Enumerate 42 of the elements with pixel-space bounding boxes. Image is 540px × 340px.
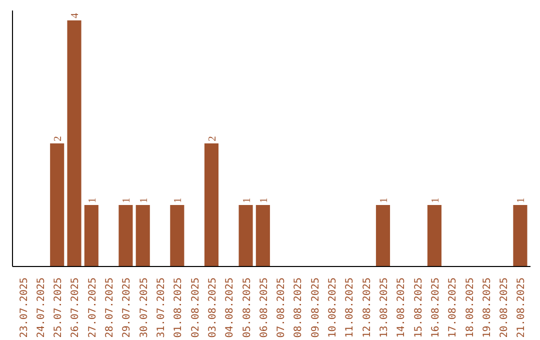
data-label: 1 — [173, 198, 184, 203]
x-tick-label: 12.08.2025 — [362, 277, 373, 338]
data-label: 1 — [138, 198, 150, 203]
data-label: 1 — [430, 198, 442, 203]
x-tick-label: 11.08.2025 — [344, 277, 356, 338]
x-tick-label: 01.08.2025 — [173, 277, 184, 338]
x-tick-label: 13.08.2025 — [378, 277, 390, 338]
data-label: 1 — [122, 198, 133, 203]
x-tick-label: 21.08.2025 — [516, 277, 528, 338]
data-label: 2 — [207, 136, 218, 142]
x-tick-label: 26.07.2025 — [70, 277, 82, 338]
data-label: 1 — [378, 198, 390, 203]
x-tick-label: 19.08.2025 — [482, 277, 493, 338]
x-tick-label: 16.08.2025 — [430, 277, 442, 338]
data-label: 1 — [242, 198, 253, 203]
x-tick-label: 29.07.2025 — [122, 277, 133, 338]
x-tick-label: 17.08.2025 — [448, 277, 459, 338]
x-tick-label: 10.08.2025 — [328, 277, 339, 338]
x-tick-label: 25.07.2025 — [53, 277, 64, 338]
x-tick-label: 03.08.2025 — [207, 277, 218, 338]
x-tick-label: 28.07.2025 — [104, 277, 116, 338]
x-tick-label: 08.08.2025 — [293, 277, 304, 338]
x-tick-label: 27.07.2025 — [87, 277, 98, 338]
x-tick-label: 24.07.2025 — [36, 277, 47, 338]
x-tick-label: 07.08.2025 — [276, 277, 288, 338]
x-tick-label: 06.08.2025 — [258, 277, 270, 338]
x-tick-label: 31.07.2025 — [156, 277, 168, 338]
x-tick-label: 20.08.2025 — [499, 277, 510, 338]
x-tick-label: 23.07.2025 — [18, 277, 30, 338]
x-tick-label: 02.08.2025 — [190, 277, 202, 338]
x-tick-label: 09.08.2025 — [310, 277, 322, 338]
x-tick-label: 04.08.2025 — [224, 277, 236, 338]
x-tick-label: 14.08.2025 — [396, 277, 408, 338]
data-label: 2 — [53, 136, 64, 142]
data-label: 1 — [516, 198, 528, 203]
x-tick-label: 05.08.2025 — [242, 277, 253, 338]
x-tick-label: 30.07.2025 — [138, 277, 150, 338]
x-tick-label: 15.08.2025 — [413, 277, 424, 338]
data-label: 1 — [87, 198, 98, 203]
x-tick-label: 18.08.2025 — [464, 277, 476, 338]
data-label: 1 — [258, 198, 270, 203]
data-label: 4 — [70, 12, 82, 18]
